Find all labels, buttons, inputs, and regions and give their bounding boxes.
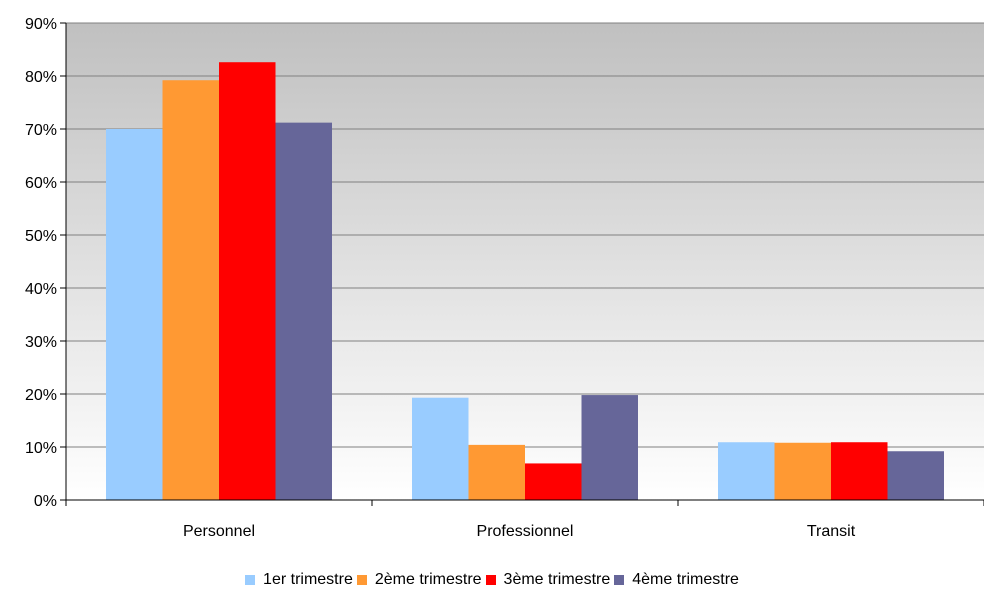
legend-label: 3ème trimestre — [503, 571, 611, 588]
y-axis-ticks: 0% 10% 20% 30% 40% 50% 60% 70% 80% 90% — [25, 16, 66, 510]
legend-label: 1er trimestre — [263, 571, 353, 588]
y-tick-label: 50% — [25, 228, 57, 245]
bar-3ème-trimestre-Personnel — [219, 62, 276, 500]
bar-1er-trimestre-Professionnel — [412, 397, 469, 500]
y-tick-label: 60% — [25, 175, 57, 192]
legend-label: 4ème trimestre — [632, 571, 739, 588]
bar-3ème-trimestre-Transit — [831, 442, 888, 500]
category-label: Transit — [807, 523, 856, 540]
bar-2ème-trimestre-Personnel — [162, 80, 219, 501]
legend: 1er trimestre 2ème trimestre 3ème trimestr… — [0, 571, 984, 589]
x-axis-categories: Personnel Professionnel Transit — [65, 500, 984, 540]
legend-label: 2ème trimestre — [374, 571, 482, 588]
bar-4ème-trimestre-Transit — [887, 451, 944, 500]
y-tick-label: 10% — [25, 440, 57, 457]
y-tick-label: 30% — [25, 334, 57, 351]
legend-swatch — [245, 575, 256, 585]
bar-4ème-trimestre-Professionnel — [581, 395, 638, 500]
bar-4ème-trimestre-Personnel — [275, 122, 332, 500]
legend-item: 1er trimestre — [245, 571, 353, 589]
bar-chart: 0%10%20%30%40%50%60%70%80%90% Personnel P… — [25, 16, 984, 540]
bar-3ème-trimestre-Professionnel — [525, 463, 582, 500]
legend-item: 2ème trimestre — [356, 571, 482, 589]
bar-1er-trimestre-Personnel — [106, 129, 163, 500]
legend-swatch — [356, 575, 367, 585]
y-tick-label: 70% — [25, 122, 57, 139]
bar-2ème-trimestre-Transit — [774, 442, 831, 500]
y-tick-label: 40% — [25, 281, 57, 298]
y-tick-label: 80% — [25, 69, 57, 86]
category-label: Professionnel — [477, 523, 574, 540]
category-label: Personnel — [183, 523, 255, 540]
bars — [106, 62, 944, 501]
legend-item: 3ème trimestre — [485, 571, 611, 589]
y-tick-label: 0% — [34, 493, 57, 510]
y-tick-label: 20% — [25, 387, 57, 404]
legend-item: 4ème trimestre — [614, 571, 739, 589]
bar-2ème-trimestre-Professionnel — [468, 444, 525, 500]
legend-swatch — [614, 575, 625, 585]
axes — [65, 23, 984, 501]
legend-swatch — [485, 575, 496, 585]
bar-1er-trimestre-Transit — [718, 442, 775, 500]
y-tick-label: 90% — [25, 16, 57, 33]
